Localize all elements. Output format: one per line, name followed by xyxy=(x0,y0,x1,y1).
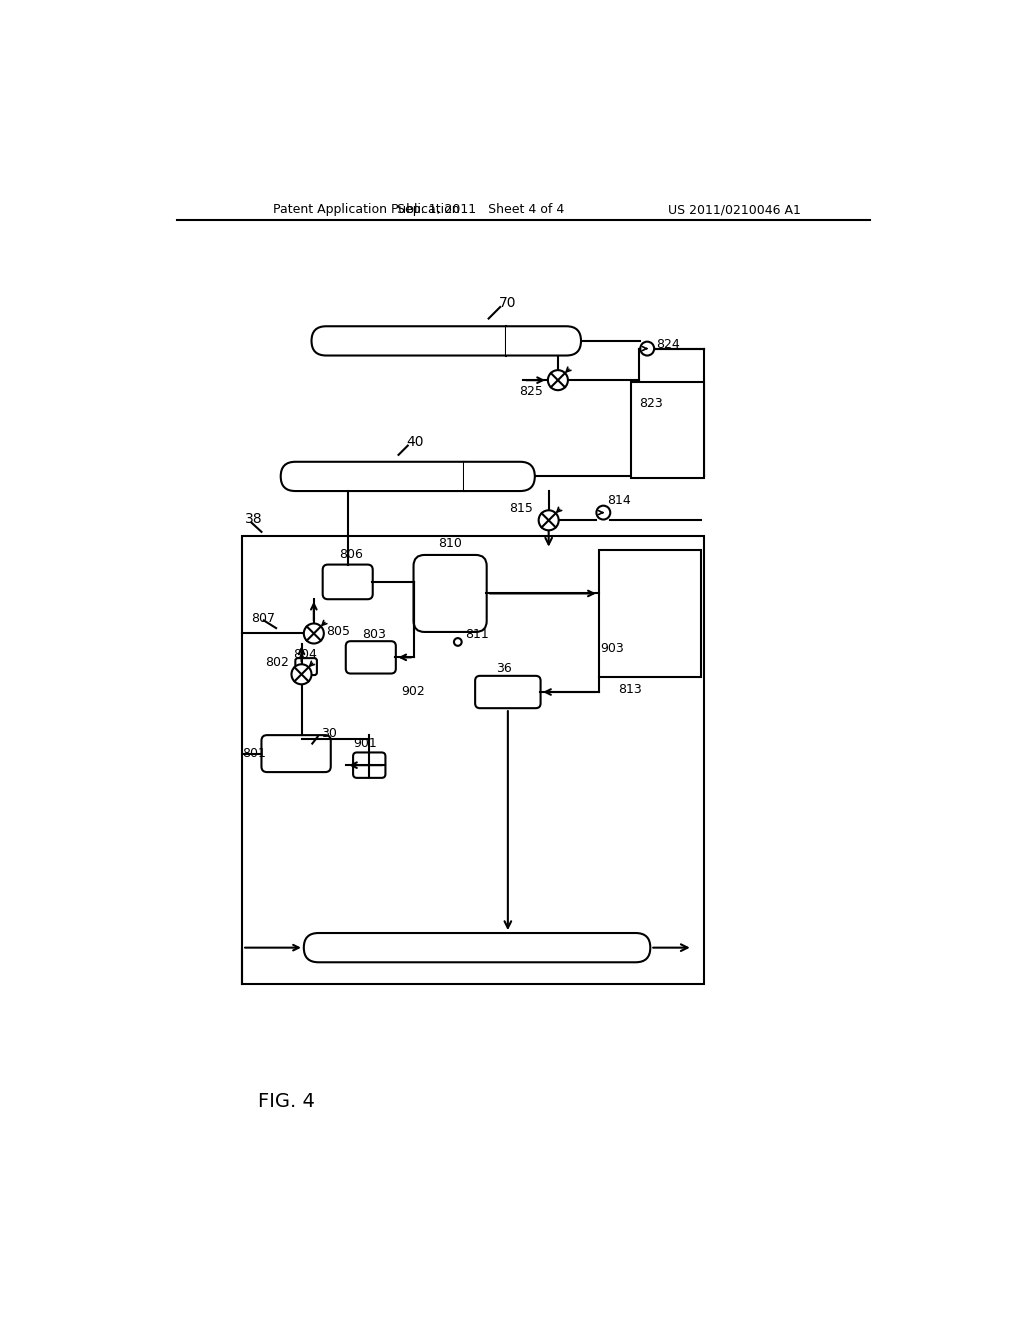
Text: 807: 807 xyxy=(252,611,275,624)
Text: 36: 36 xyxy=(497,663,512,676)
Bar xyxy=(442,933,650,962)
Circle shape xyxy=(454,638,462,645)
Bar xyxy=(506,326,581,355)
Text: 903: 903 xyxy=(600,643,624,656)
FancyBboxPatch shape xyxy=(323,565,373,599)
Bar xyxy=(631,381,705,478)
Text: 814: 814 xyxy=(607,494,631,507)
Text: 70: 70 xyxy=(499,296,517,310)
Circle shape xyxy=(539,511,559,531)
Bar xyxy=(464,462,535,491)
Text: 805: 805 xyxy=(326,626,350,639)
Bar xyxy=(243,536,705,983)
Circle shape xyxy=(292,664,311,684)
Text: 804: 804 xyxy=(293,648,316,661)
Text: 806: 806 xyxy=(339,548,362,561)
Text: 803: 803 xyxy=(361,628,386,640)
Text: 38: 38 xyxy=(245,512,262,525)
Text: 811: 811 xyxy=(466,628,489,640)
Text: 815: 815 xyxy=(509,502,534,515)
Text: 810: 810 xyxy=(438,537,462,550)
Text: FIG. 4: FIG. 4 xyxy=(258,1092,314,1111)
FancyBboxPatch shape xyxy=(414,554,486,632)
FancyBboxPatch shape xyxy=(346,642,396,673)
Text: 801: 801 xyxy=(242,747,265,760)
Bar xyxy=(599,549,701,677)
Circle shape xyxy=(640,342,654,355)
FancyBboxPatch shape xyxy=(295,659,316,675)
Text: 40: 40 xyxy=(407,434,424,449)
Text: 901: 901 xyxy=(353,737,377,750)
Circle shape xyxy=(596,506,610,520)
Text: US 2011/0210046 A1: US 2011/0210046 A1 xyxy=(668,203,801,216)
FancyBboxPatch shape xyxy=(475,676,541,708)
FancyBboxPatch shape xyxy=(281,462,535,491)
Text: Patent Application Publication: Patent Application Publication xyxy=(273,203,460,216)
Text: 823: 823 xyxy=(639,397,663,409)
Text: 824: 824 xyxy=(656,338,680,351)
Text: 813: 813 xyxy=(617,684,641,696)
Text: 30: 30 xyxy=(322,727,337,741)
Text: 802: 802 xyxy=(265,656,289,669)
FancyBboxPatch shape xyxy=(353,752,385,777)
FancyBboxPatch shape xyxy=(261,735,331,772)
Text: 902: 902 xyxy=(401,685,425,698)
FancyBboxPatch shape xyxy=(304,933,650,962)
FancyBboxPatch shape xyxy=(311,326,581,355)
Circle shape xyxy=(548,370,568,391)
Text: 825: 825 xyxy=(518,385,543,399)
Text: Sep. 1, 2011   Sheet 4 of 4: Sep. 1, 2011 Sheet 4 of 4 xyxy=(397,203,564,216)
Circle shape xyxy=(304,623,324,644)
